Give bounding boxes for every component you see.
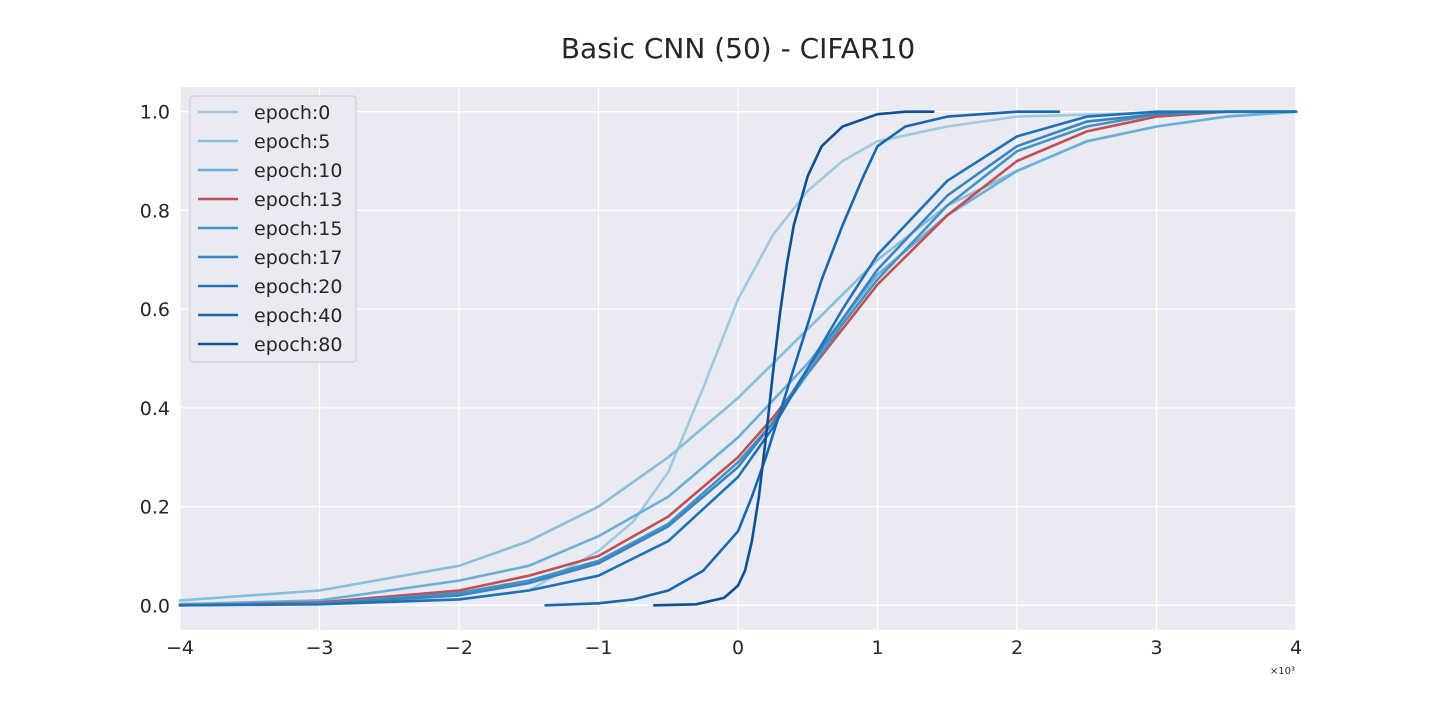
- series-line-epoch-20: [178, 110, 1298, 607]
- grid-lines: [179, 87, 1297, 630]
- legend-label-epoch-5: epoch:5: [254, 131, 330, 153]
- x-tick-label: 0: [732, 637, 744, 659]
- y-tick-label: 0.6: [140, 299, 170, 321]
- chart-title: Basic CNN (50) - CIFAR10: [561, 32, 915, 65]
- x-tick-label: 3: [1150, 637, 1162, 659]
- legend-label-epoch-0: epoch:0: [254, 102, 330, 124]
- x-tick-label: −1: [584, 637, 612, 659]
- legend-label-epoch-15: epoch:15: [254, 218, 342, 240]
- legend: epoch:0 epoch:5 epoch:10 epoch:13 epoch:15 ep…: [189, 95, 357, 363]
- y-tick-label: 0.8: [140, 200, 170, 222]
- y-tick-labels: 0.0 0.2 0.4 0.6 0.8 1.0: [140, 102, 170, 618]
- y-tick-label: 0.0: [140, 595, 170, 617]
- series-line-epoch-15: [178, 110, 1298, 607]
- legend-box: [189, 95, 357, 363]
- legend-label-epoch-80: epoch:80: [254, 334, 342, 356]
- legend-label-epoch-17: epoch:17: [254, 247, 342, 269]
- x-tick-label: 1: [871, 637, 883, 659]
- x-tick-label: 4: [1290, 637, 1302, 659]
- x-tick-labels: −4 −3 −2 −1 0 1 2 3 4: [166, 637, 1302, 659]
- x-tick-label: −4: [166, 637, 194, 659]
- y-tick-label: 0.4: [140, 398, 170, 420]
- series-lines: [178, 110, 1298, 607]
- series-line-epoch-10: [178, 110, 1298, 606]
- legend-label-epoch-20: epoch:20: [254, 276, 342, 298]
- legend-label-epoch-10: epoch:10: [254, 160, 342, 182]
- x-tick-label: 2: [1011, 637, 1023, 659]
- series-line-epoch-40: [544, 110, 1061, 607]
- x-offset-label: ×10³: [1270, 666, 1295, 677]
- x-tick-label: −3: [305, 637, 333, 659]
- x-tick-label: −2: [445, 637, 473, 659]
- legend-label-epoch-40: epoch:40: [254, 305, 342, 327]
- y-tick-label: 0.2: [140, 497, 170, 519]
- y-tick-label: 1.0: [140, 102, 170, 124]
- legend-label-epoch-13: epoch:13: [254, 189, 342, 211]
- series-line-epoch-80: [652, 110, 935, 607]
